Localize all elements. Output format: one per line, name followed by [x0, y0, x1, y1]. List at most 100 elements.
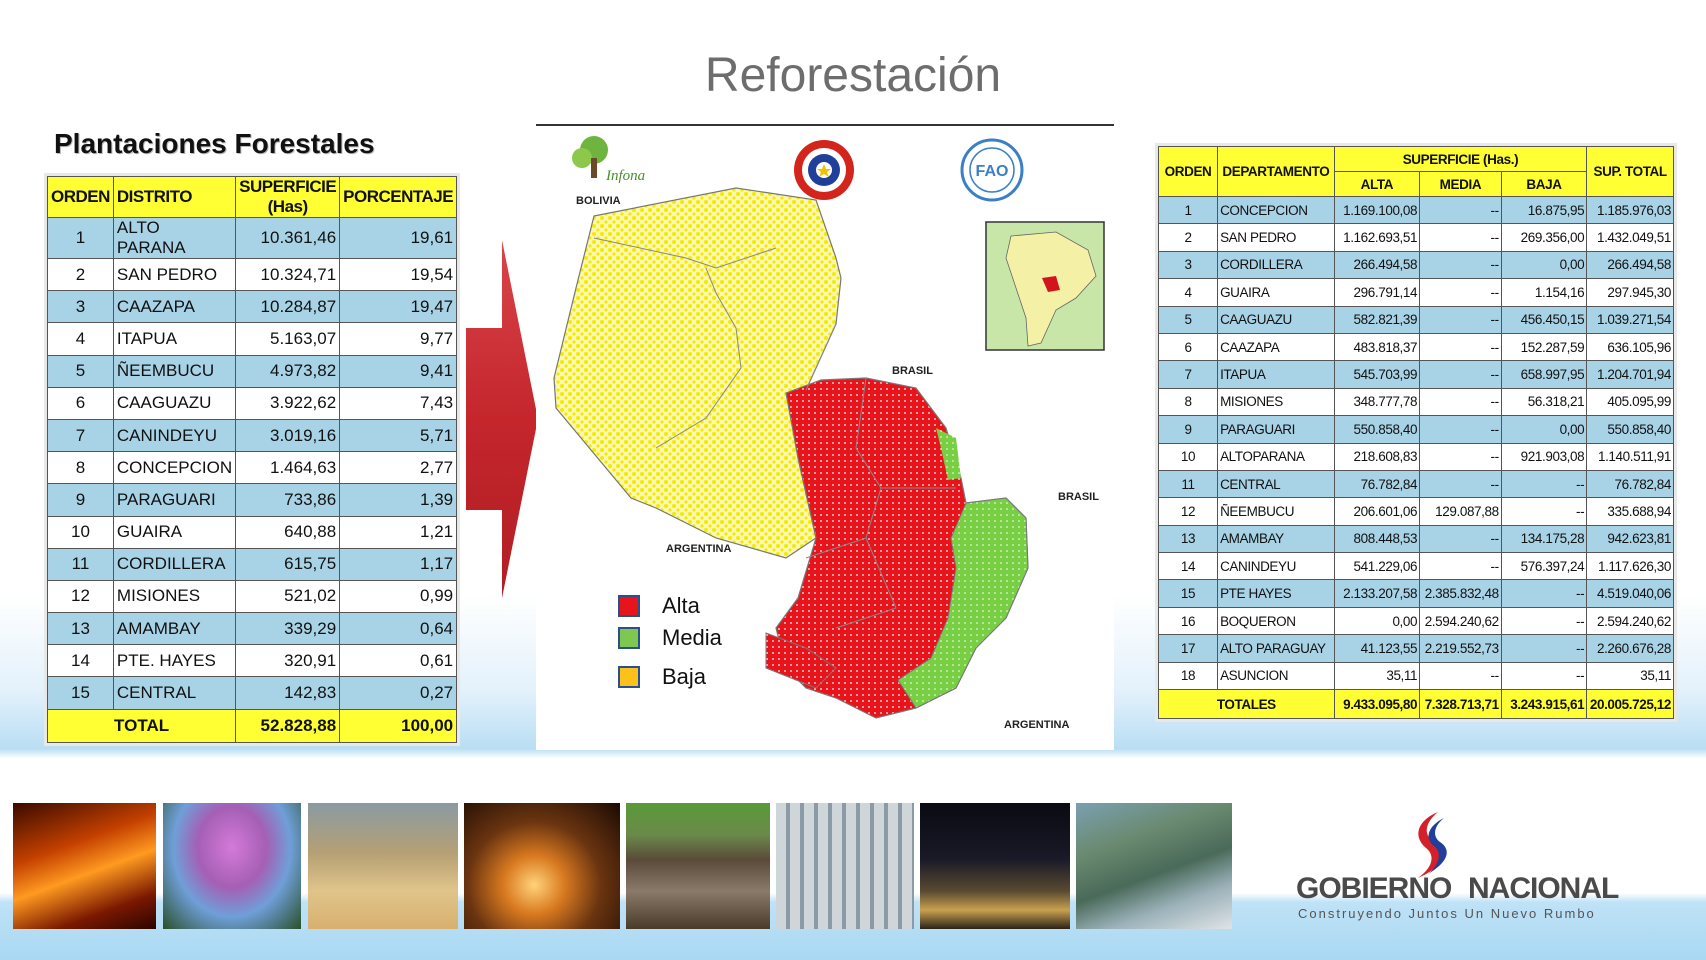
river-barge-photo [1076, 803, 1232, 929]
cell-alta: 582.821,39 [1333, 305, 1421, 334]
label-bolivia: BOLIVIA [576, 195, 621, 207]
cell-alta: 266.494,58 [1333, 250, 1421, 280]
cell-baja: 0,00 [1500, 415, 1588, 444]
cell-orden: 18 [1157, 661, 1219, 691]
cell-porcentaje: 5,71 [339, 418, 458, 453]
table-row: 9 PARAGUARI 550.858,40 -- 0,00 550.858,40 [1157, 415, 1674, 444]
cattle-herd-photo [626, 803, 770, 929]
cell-sup-total: 4.519.040,06 [1586, 579, 1674, 608]
label-argentina-left: ARGENTINA [666, 543, 731, 555]
cell-porcentaje: 1,17 [339, 547, 458, 581]
table-row: 12 MISIONES 521,02 0,99 [47, 579, 458, 614]
table-row: 14 PTE. HAYES 320,91 0,61 [47, 644, 458, 678]
cell-baja: 269.356,00 [1500, 223, 1588, 252]
cell-distrito: CENTRAL [112, 676, 237, 710]
cell-baja: 0,00 [1500, 250, 1588, 280]
cell-distrito: ALTO PARANA [112, 217, 237, 259]
cell-departamento: BOQUERON [1217, 606, 1335, 636]
cell-media: -- [1419, 360, 1502, 389]
table-row: 2 SAN PEDRO 10.324,71 19,54 [47, 257, 458, 292]
palace-photo [13, 803, 156, 929]
col-superficie: SUPERFICIE (Has) [235, 176, 341, 218]
cell-distrito: CANINDEYU [112, 418, 237, 453]
cell-departamento: CAAGUAZU [1217, 305, 1335, 334]
cell-orden: 10 [1157, 442, 1219, 471]
table-row: 5 CAAGUAZU 582.821,39 -- 456.450,15 1.039.271… [1157, 305, 1674, 334]
cell-distrito: PARAGUARI [112, 483, 237, 517]
cell-media: -- [1419, 442, 1502, 471]
table-row: 13 AMAMBAY 808.448,53 -- 134.175,28 942.623,8… [1157, 524, 1674, 554]
cell-sup-total: 942.623,81 [1586, 524, 1674, 554]
cell-baja: 576.397,24 [1500, 552, 1588, 581]
cell-baja: 921.903,08 [1500, 442, 1588, 471]
cell-alta: 76.782,84 [1333, 469, 1421, 499]
cell-porcentaje: 0,61 [339, 644, 458, 678]
logo-tagline: Construyendo Juntos Un Nuevo Rumbo [1298, 906, 1596, 921]
cell-alta: 483.818,37 [1333, 332, 1421, 362]
cell-orden: 3 [1157, 250, 1219, 280]
title-divider [536, 124, 1114, 126]
cell-sup-total: 2.594.240,62 [1586, 606, 1674, 636]
cell-orden: 14 [47, 644, 114, 678]
cell-baja: -- [1500, 579, 1588, 608]
cell-baja: -- [1500, 634, 1588, 663]
cell-orden: 11 [47, 547, 114, 581]
cell-media: -- [1419, 552, 1502, 581]
table-row: 14 CANINDEYU 541.229,06 -- 576.397,24 1.117.6… [1157, 552, 1674, 581]
table-row: 13 AMAMBAY 339,29 0,64 [47, 612, 458, 646]
cell-departamento: AMAMBAY [1217, 524, 1335, 554]
cell-departamento: ALTO PARAGUAY [1217, 634, 1335, 663]
total-row: TOTAL 52.828,88 100,00 [46, 708, 458, 743]
table-row: 5 ÑEEMBUCU 4.973,82 9,41 [47, 354, 458, 388]
logo-gobierno: GOBIERNO [1296, 872, 1452, 905]
cell-alta: 550.858,40 [1333, 415, 1421, 444]
cell-media: 2.385.832,48 [1419, 579, 1502, 608]
table-row: 10 ALTOPARANA 218.608,83 -- 921.903,08 1.140.… [1157, 442, 1674, 471]
cell-sup-total: 405.095,99 [1586, 387, 1674, 417]
cell-sup-total: 2.260.676,28 [1586, 634, 1674, 663]
paraguay-map: BOLIVIA BRASIL BRASIL ARGENTINA ARGENTIN… [536, 128, 1114, 750]
cell-orden: 4 [47, 322, 114, 356]
cell-sup-total: 1.204.701,94 [1586, 360, 1674, 389]
cell-orden: 13 [1157, 524, 1219, 554]
legend-item-alta: Alta [618, 593, 700, 619]
cell-media: -- [1419, 469, 1502, 499]
cell-porcentaje: 1,39 [339, 483, 458, 517]
cell-superficie: 339,29 [235, 612, 341, 646]
cell-media: -- [1419, 332, 1502, 362]
table-row: 3 CORDILLERA 266.494,58 -- 0,00 266.494,58 [1157, 250, 1674, 280]
cell-distrito: GUAIRA [112, 515, 237, 549]
infona-logo: Infona [572, 136, 645, 184]
cell-distrito: CAAGUAZU [112, 386, 237, 420]
cell-media: 2.219.552,73 [1419, 634, 1502, 663]
table-row: 9 PARAGUARI 733,86 1,39 [47, 483, 458, 517]
table-row: 11 CORDILLERA 615,75 1,17 [47, 547, 458, 581]
cell-media: 129.087,88 [1419, 497, 1502, 526]
cell-distrito: MISIONES [112, 579, 237, 614]
col-porcentaje: PORCENTAJE [339, 176, 458, 218]
table-row: 6 CAAGUAZU 3.922,62 7,43 [47, 386, 458, 420]
table-row: 1 ALTO PARANA 10.361,46 19,61 [47, 217, 458, 259]
cell-sup-total: 335.688,94 [1586, 497, 1674, 526]
cell-media: -- [1419, 661, 1502, 691]
cell-orden: 6 [47, 386, 114, 420]
gobierno-nacional-logo: GOBIERNO NACIONAL Construyendo Juntos Un… [1290, 808, 1620, 921]
cell-sup-total: 297.945,30 [1586, 278, 1674, 307]
legend-item-media: Media [618, 625, 722, 651]
table-header-row: ORDEN DISTRITO SUPERFICIE (Has) PORCENTA… [47, 176, 458, 218]
cell-sup-total: 1.117.626,30 [1586, 552, 1674, 581]
cell-superficie: 1.464,63 [235, 451, 341, 485]
cell-departamento: CANINDEYU [1217, 552, 1335, 581]
cell-alta: 1.162.693,51 [1333, 223, 1421, 252]
cell-departamento: GUAIRA [1217, 278, 1335, 307]
lapacho-tree-photo [163, 803, 301, 929]
cell-departamento: SAN PEDRO [1217, 223, 1335, 252]
col-distrito: DISTRITO [112, 176, 237, 218]
cell-baja: 56.318,21 [1500, 387, 1588, 417]
cell-alta: 41.123,55 [1333, 634, 1421, 663]
infona-logo-text: Infona [605, 168, 645, 184]
cell-porcentaje: 19,54 [339, 257, 458, 292]
total-label: TOTAL [46, 708, 237, 743]
cell-orden: 8 [1157, 387, 1219, 417]
cell-alta: 206.601,06 [1333, 497, 1421, 526]
